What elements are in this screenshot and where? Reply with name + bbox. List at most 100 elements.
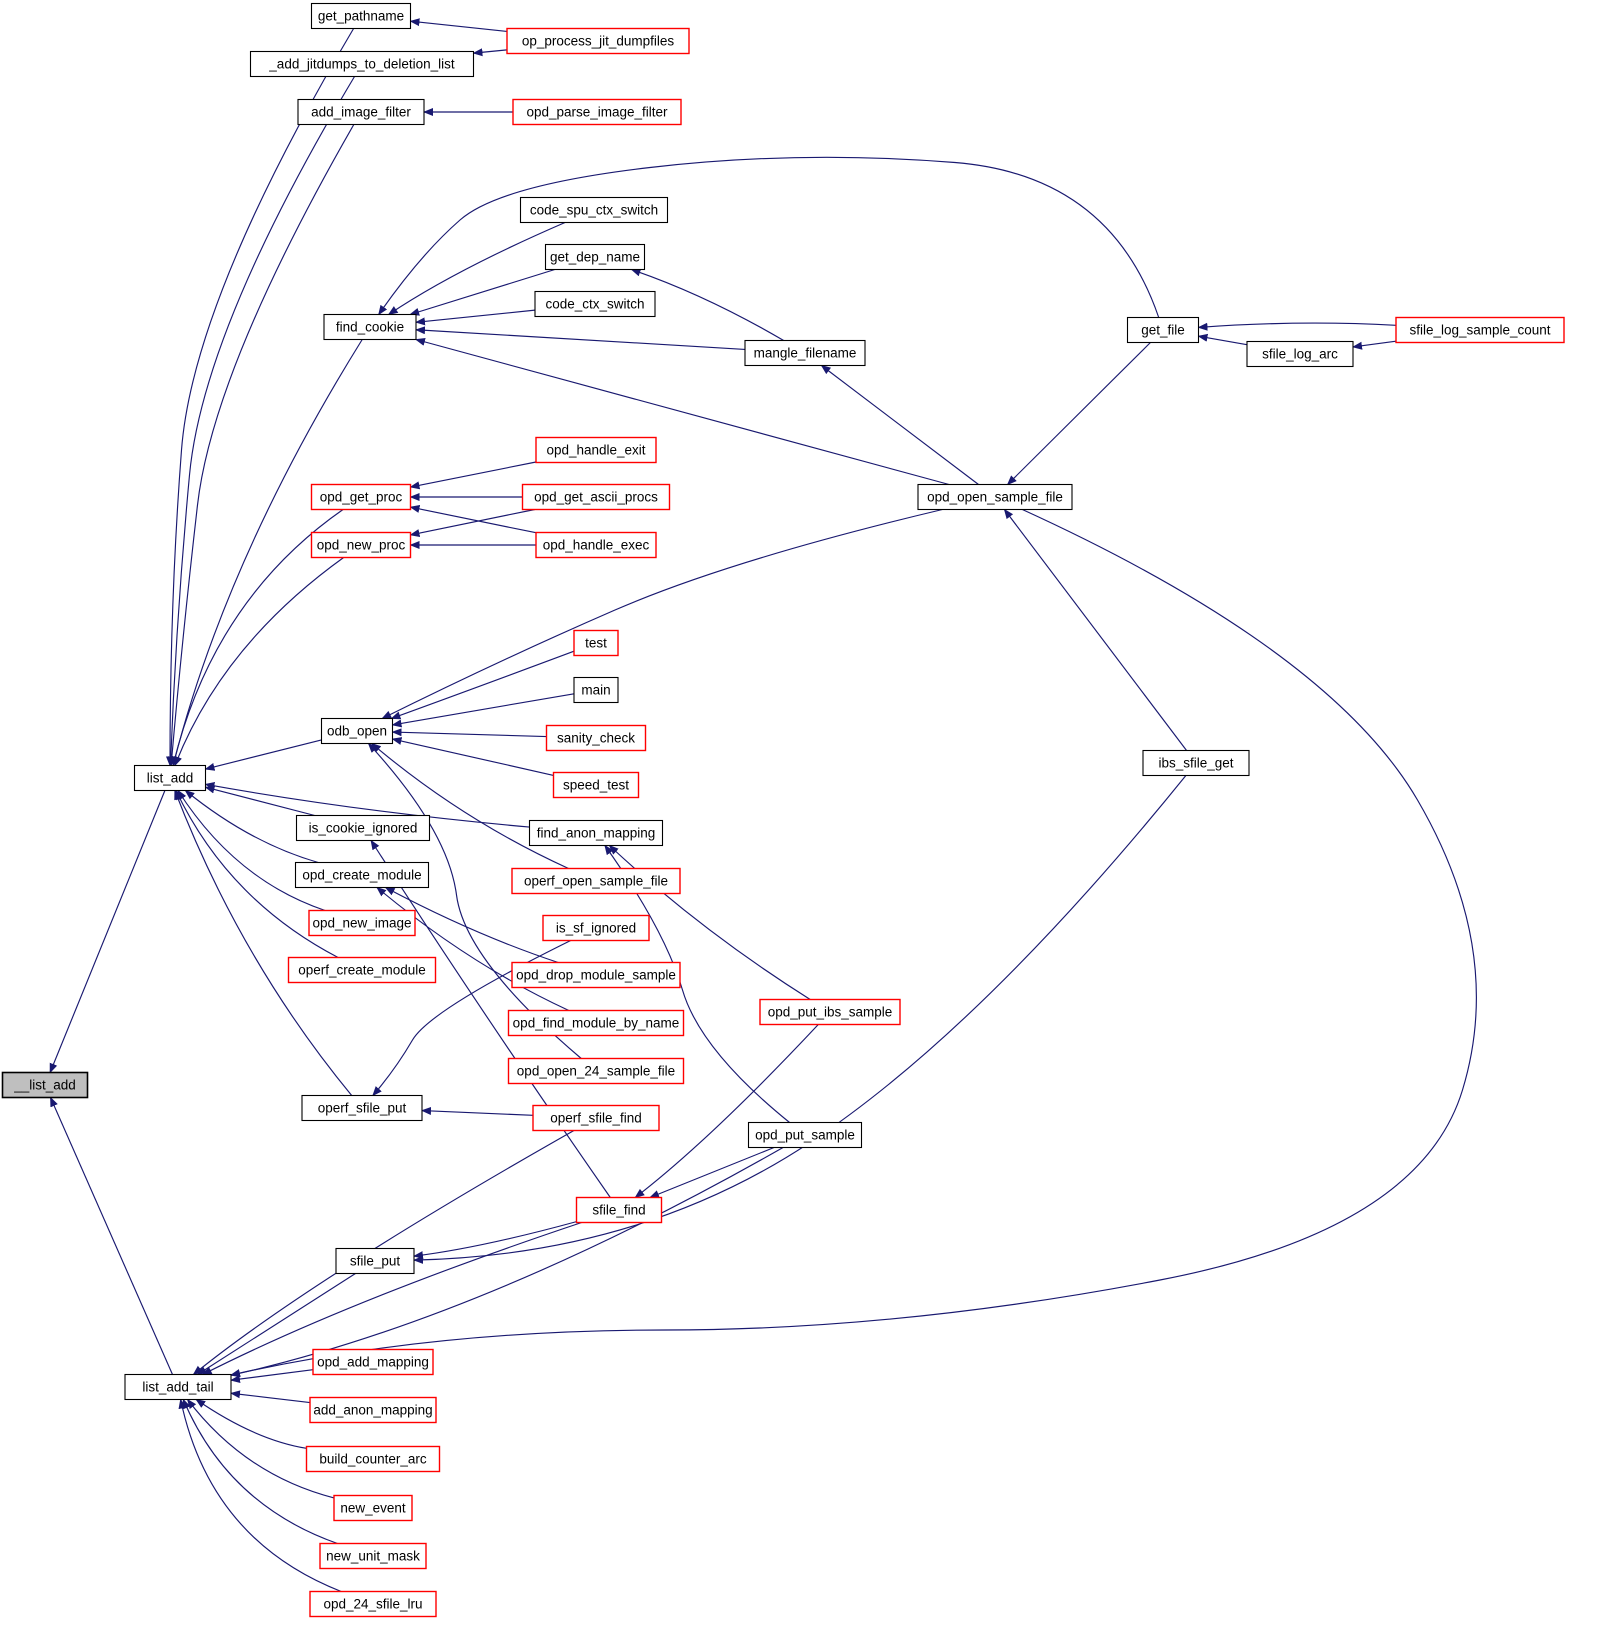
node-opd_handle_exit[interactable]: opd_handle_exit [535,436,657,464]
node-label-opd_handle_exit: opd_handle_exit [546,443,645,458]
node-box-get_pathname [310,2,412,30]
edge-sfile_put-to-list_add_tail [196,1273,356,1376]
node-list_add_tail[interactable]: list_add_tail [124,1373,232,1401]
node-label-_add_jitdumps_to_deletion_list: _add_jitdumps_to_deletion_list [268,57,455,72]
node-opd_new_proc[interactable]: opd_new_proc [310,531,412,559]
node-sanity_check[interactable]: sanity_check [545,724,647,752]
node-main[interactable]: main [573,676,619,704]
node-label-new_unit_mask: new_unit_mask [326,1549,420,1564]
node-box-opd_open_24_sample_file [507,1057,685,1085]
node-build_counter_arc[interactable]: build_counter_arc [305,1445,441,1473]
node-opd_put_ibs_sample[interactable]: opd_put_ibs_sample [759,998,901,1026]
node-code_ctx_switch[interactable]: code_ctx_switch [534,290,656,318]
node-label-opd_24_sfile_lru: opd_24_sfile_lru [323,1597,422,1612]
node-label-list_add_tail: list_add_tail [142,1380,213,1395]
node-mangle_filename[interactable]: mangle_filename [744,339,866,367]
node-label-find_anon_mapping: find_anon_mapping [537,826,656,841]
node-get_pathname[interactable]: get_pathname [310,2,412,30]
node-ibs_sfile_get[interactable]: ibs_sfile_get [1142,749,1250,777]
edge-add_anon_mapping-to-list_add_tail [230,1390,311,1404]
edge-opd_open_sample_file-to-mangle_filename [820,364,979,485]
node-opd_handle_exec[interactable]: opd_handle_exec [535,531,657,559]
node-new_event[interactable]: new_event [333,1494,413,1522]
edge-speed_test-to-odb_open [391,737,554,776]
node-opd_drop_module_sample[interactable]: opd_drop_module_sample [511,961,681,989]
edge-get_file-to-find_cookie [378,156,1160,318]
edge-opd_open_sample_file-to-find_cookie [414,338,950,486]
node-box-op_process_jit_dumpfiles [506,27,690,55]
edge-list_add_tail-to-__list_add [49,1096,174,1375]
edge-opd_put_ibs_sample-to-find_anon_mapping [608,844,811,1000]
node-find_anon_mapping[interactable]: find_anon_mapping [528,819,664,847]
node-label-opd_new_image: opd_new_image [312,916,411,931]
node-opd_create_module[interactable]: opd_create_module [294,861,430,889]
node-label-sfile_put: sfile_put [350,1254,401,1269]
node-operf_open_sample_file[interactable]: operf_open_sample_file [511,867,681,895]
node-code_spu_ctx_switch[interactable]: code_spu_ctx_switch [519,196,669,224]
node-label-opd_put_ibs_sample: opd_put_ibs_sample [768,1005,893,1020]
node-label-operf_sfile_find: operf_sfile_find [550,1111,642,1126]
node-list_add[interactable]: list_add [133,764,207,792]
node-is_cookie_ignored[interactable]: is_cookie_ignored [295,814,431,842]
node-label-main: main [581,683,610,698]
node-odb_open[interactable]: odb_open [320,717,394,745]
node-operf_sfile_find[interactable]: operf_sfile_find [532,1104,660,1132]
edge-code_spu_ctx_switch-to-find_cookie [387,221,566,316]
node-opd_put_sample[interactable]: opd_put_sample [747,1121,863,1149]
node-label-opd_get_ascii_procs: opd_get_ascii_procs [534,490,658,505]
node-sfile_log_arc[interactable]: sfile_log_arc [1246,340,1354,368]
node-box-code_spu_ctx_switch [519,196,669,224]
edge-op_process_jit_dumpfiles-to-_add_jitdumps_to_deletion_list [472,48,508,57]
node-label-op_process_jit_dumpfiles: op_process_jit_dumpfiles [522,34,675,49]
node-operf_create_module[interactable]: operf_create_module [287,956,437,984]
node-box-opd_handle_exec [535,531,657,559]
edge-opd_new_image-to-list_add [177,789,326,912]
node-find_cookie[interactable]: find_cookie [323,313,417,341]
node-is_sf_ignored[interactable]: is_sf_ignored [542,914,650,942]
node-label-is_sf_ignored: is_sf_ignored [556,921,636,936]
node-opd_get_proc[interactable]: opd_get_proc [310,483,412,511]
node-add_image_filter[interactable]: add_image_filter [297,98,425,126]
node-opd_24_sfile_lru[interactable]: opd_24_sfile_lru [309,1590,437,1618]
node-get_file[interactable]: get_file [1126,316,1200,344]
node-add_anon_mapping[interactable]: add_anon_mapping [309,1396,437,1424]
node-opd_open_sample_file[interactable]: opd_open_sample_file [917,483,1073,511]
node-opd_parse_image_filter[interactable]: opd_parse_image_filter [512,98,682,126]
node-operf_sfile_put[interactable]: operf_sfile_put [301,1094,423,1122]
edge-get_dep_name-to-find_cookie [409,268,555,316]
node-box-build_counter_arc [305,1445,441,1473]
node-opd_find_module_by_name[interactable]: opd_find_module_by_name [507,1009,685,1037]
node-label-opd_open_sample_file: opd_open_sample_file [927,490,1063,505]
edge-opd_put_sample-to-find_anon_mapping [604,844,790,1123]
node-_add_jitdumps_to_deletion_list[interactable]: _add_jitdumps_to_deletion_list [249,50,475,78]
node-box-_add_jitdumps_to_deletion_list [249,50,475,78]
node-sfile_find[interactable]: sfile_find [575,1196,663,1224]
edge-opd_new_proc-to-list_add [174,557,344,767]
node-sfile_put[interactable]: sfile_put [335,1247,415,1275]
node-test[interactable]: test [573,629,619,657]
node-speed_test[interactable]: speed_test [552,771,640,799]
node-sfile_log_sample_count[interactable]: sfile_log_sample_count [1395,316,1565,344]
node-get_dep_name[interactable]: get_dep_name [544,243,646,271]
node-opd_new_image[interactable]: opd_new_image [308,909,416,937]
node-new_unit_mask[interactable]: new_unit_mask [319,1542,427,1570]
node-box-opd_find_module_by_name [507,1009,685,1037]
edge-add_image_filter-to-list_add [167,124,355,767]
node-opd_add_mapping[interactable]: opd_add_mapping [312,1348,434,1376]
node-box-opd_24_sfile_lru [309,1590,437,1618]
node-opd_get_ascii_procs[interactable]: opd_get_ascii_procs [521,483,671,511]
node-label-opd_get_proc: opd_get_proc [320,490,403,505]
node-label-speed_test: speed_test [563,778,629,793]
node-label-opd_handle_exec: opd_handle_exec [543,538,650,553]
node-box-ibs_sfile_get [1142,749,1250,777]
node-op_process_jit_dumpfiles[interactable]: op_process_jit_dumpfiles [506,27,690,55]
edge-sfile_find-to-sfile_put [413,1221,577,1260]
node-opd_open_24_sample_file[interactable]: opd_open_24_sample_file [507,1057,685,1085]
node-label-ibs_sfile_get: ibs_sfile_get [1158,756,1233,771]
node-label-is_cookie_ignored: is_cookie_ignored [309,821,418,836]
node-box-operf_sfile_find [532,1104,660,1132]
node-box-opd_handle_exit [535,436,657,464]
node-box-get_dep_name [544,243,646,271]
node-label-opd_add_mapping: opd_add_mapping [317,1355,429,1370]
node-box-new_event [333,1494,413,1522]
